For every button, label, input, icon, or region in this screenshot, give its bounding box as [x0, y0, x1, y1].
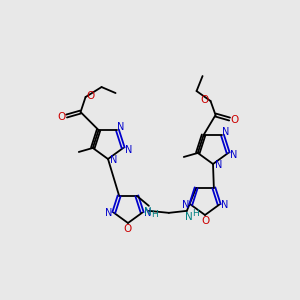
Text: N: N — [110, 155, 118, 165]
Text: N: N — [185, 212, 193, 222]
Text: O: O — [124, 224, 132, 234]
Text: H: H — [152, 210, 158, 219]
Text: N: N — [220, 200, 228, 210]
Text: N: N — [222, 127, 229, 137]
Text: N: N — [124, 145, 132, 155]
Text: O: O — [201, 216, 209, 226]
Text: O: O — [57, 112, 66, 122]
Text: N: N — [215, 160, 223, 170]
Text: N: N — [117, 122, 124, 132]
Text: N: N — [182, 200, 189, 210]
Text: H: H — [193, 209, 199, 218]
Text: N: N — [105, 208, 112, 218]
Text: N: N — [144, 207, 152, 217]
Text: O: O — [230, 115, 239, 125]
Text: O: O — [200, 95, 209, 105]
Text: O: O — [86, 91, 95, 101]
Text: N: N — [144, 208, 151, 218]
Text: N: N — [230, 150, 237, 160]
